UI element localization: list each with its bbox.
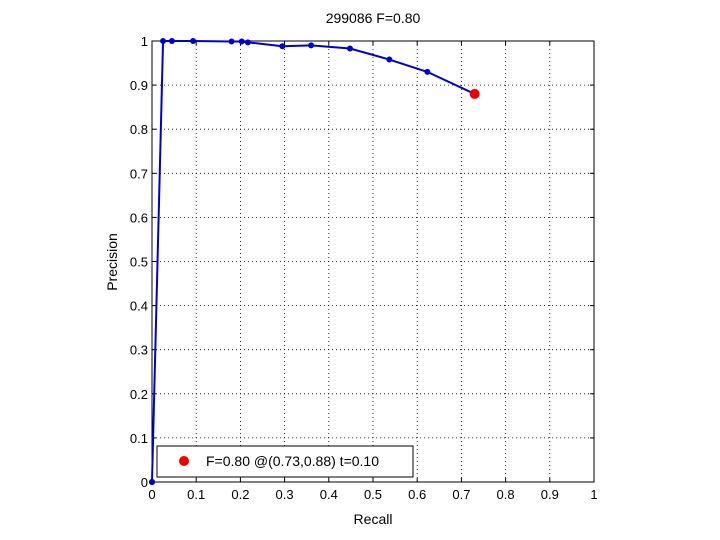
x-tick-label: 0.2 xyxy=(231,487,249,502)
pr-curve-point xyxy=(160,38,167,44)
y-tick-label: 0.3 xyxy=(130,343,148,358)
y-tick-label: 0.1 xyxy=(130,431,148,446)
y-tick-label: 0.9 xyxy=(130,78,148,93)
pr-curve-point xyxy=(190,38,197,44)
pr-curve-point xyxy=(308,42,315,49)
x-tick-label: 0.3 xyxy=(276,487,294,502)
legend-marker-red-dot xyxy=(179,456,189,466)
y-tick-label: 0.8 xyxy=(130,122,148,137)
x-tick-labels: 0 0.1 0.2 0.3 0.4 0.5 0.6 0.7 0.8 0.9 1 xyxy=(148,487,597,502)
pr-curve-point xyxy=(347,45,354,52)
y-tick-labels: 0 0.1 0.2 0.3 0.4 0.5 0.6 0.7 0.8 0.9 1 xyxy=(130,34,148,490)
pr-curve-point xyxy=(228,38,235,45)
grid-lines xyxy=(152,41,594,482)
legend-text: F=0.80 @(0.73,0.88) t=0.10 xyxy=(206,453,379,469)
x-tick-label: 0 xyxy=(148,487,155,502)
x-tick-label: 0.8 xyxy=(497,487,515,502)
y-tick-label: 0.2 xyxy=(130,387,148,402)
y-tick-label: 0.7 xyxy=(130,166,148,181)
x-tick-label: 0.9 xyxy=(541,487,559,502)
legend: F=0.80 @(0.73,0.88) t=0.10 xyxy=(156,445,414,478)
pr-curve-point xyxy=(424,68,431,75)
y-tick-label: 1 xyxy=(141,34,148,49)
series-layer xyxy=(149,38,480,485)
pr-curve-point xyxy=(279,43,286,50)
legend-box xyxy=(156,445,414,478)
x-tick-label: 0.4 xyxy=(320,487,338,502)
y-tick-label: 0.5 xyxy=(130,255,148,270)
chart-title: 299086 F=0.80 xyxy=(326,10,421,26)
pr-curve-point xyxy=(168,38,175,44)
pr-curve-point xyxy=(244,39,251,46)
x-tick-label: 0.7 xyxy=(452,487,470,502)
y-tick-label: 0.6 xyxy=(130,210,148,225)
pr-curve-point xyxy=(238,38,245,45)
x-axis-label: Recall xyxy=(354,511,393,527)
x-tick-label: 0.1 xyxy=(187,487,205,502)
y-tick-label: 0.4 xyxy=(130,299,148,314)
pr-curve-point xyxy=(149,479,155,485)
x-tick-label: 0.6 xyxy=(408,487,426,502)
y-tick-label: 0 xyxy=(141,475,148,490)
y-axis-label: Precision xyxy=(104,233,120,291)
x-tick-label: 1 xyxy=(590,487,597,502)
pr-curve-point xyxy=(386,56,393,63)
best-f-point xyxy=(469,88,480,99)
x-tick-label: 0.5 xyxy=(364,487,382,502)
